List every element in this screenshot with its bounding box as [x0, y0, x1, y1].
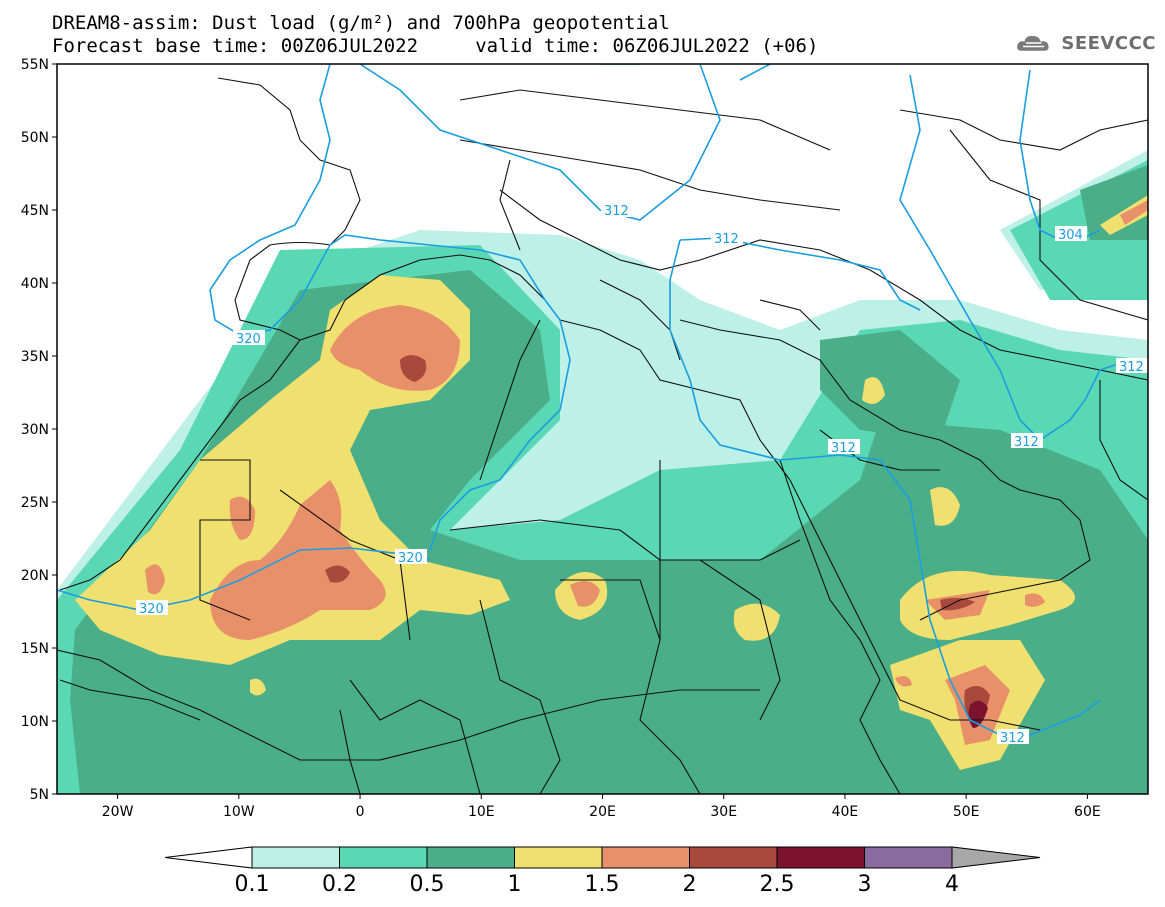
lat-label: 10N [21, 714, 49, 730]
contour-label-320: 320 [139, 602, 164, 617]
contour-label-312: 312 [1119, 360, 1144, 375]
lon-label: 60E [1074, 804, 1101, 820]
contour-label-320: 320 [398, 551, 423, 566]
lon-label: 0 [356, 804, 365, 820]
lat-label: 30N [21, 422, 49, 438]
colorbar-swatch [426, 846, 515, 869]
lat-label: 5N [30, 787, 49, 803]
colorbar-level-label: 0.5 [409, 872, 445, 897]
contour-label-320: 320 [236, 332, 261, 347]
lon-label: 40E [832, 804, 859, 820]
seevccc-logo: SEEVCCC [1016, 26, 1156, 60]
lat-label: 40N [21, 276, 49, 292]
contour-label-312: 312 [831, 441, 856, 456]
lat-label: 55N [21, 57, 49, 73]
lat-label: 45N [21, 203, 49, 219]
colorbar-level-label: 3 [857, 872, 872, 897]
colorbar [164, 846, 1041, 869]
colorbar-swatch [251, 846, 340, 869]
map-axes: 55N 50N 45N 40N 35N 30N 25N 20N 15N 10N 5N 20W 10W 0 1… [21, 57, 1101, 820]
lon-label: 20W [102, 804, 134, 820]
coastlines-borders [57, 77, 1148, 794]
dust-field-orange [145, 200, 1148, 745]
lon-label: 30E [710, 804, 737, 820]
colorbar-level-label: 0.2 [322, 872, 357, 897]
lat-label: 35N [21, 349, 49, 365]
lon-label: 50E [953, 804, 980, 820]
cloud-icon [1017, 35, 1049, 51]
colorbar-level-label: 1.5 [584, 872, 620, 897]
colorbar-level-label: 1 [507, 872, 522, 897]
colorbar-level-label: 2 [682, 872, 697, 897]
colorbar-level-label: 0.1 [234, 872, 270, 897]
colorbar-swatch [864, 846, 953, 869]
colorbar-under-triangle [164, 846, 253, 869]
colorbar-swatch [339, 846, 428, 869]
contour-labels: 320 320 320 312 312 312 312 312 312 304 [136, 202, 1148, 746]
lat-label: 20N [21, 568, 49, 584]
colorbar-over-triangle [951, 846, 1041, 869]
lon-label: 10E [468, 804, 495, 820]
contour-label-304: 304 [1058, 228, 1083, 243]
chart-title: DREAM8-assim: Dust load (g/m²) and 700hP… [52, 12, 670, 34]
contour-label-312: 312 [604, 204, 629, 219]
contour-label-312: 312 [714, 232, 739, 247]
geopotential-contours [57, 64, 1148, 736]
lat-label: 50N [21, 130, 49, 146]
contour-label-312: 312 [1000, 731, 1025, 746]
chart-subtitle-times: Forecast base time: 00Z06JUL2022 valid t… [52, 35, 819, 57]
colorbar-swatch [689, 846, 778, 869]
lat-label: 15N [21, 641, 49, 657]
lon-label: 20E [589, 804, 616, 820]
colorbar-swatch [776, 846, 865, 869]
dust-field-brown [325, 355, 990, 725]
colorbar-swatch [601, 846, 690, 869]
lat-label: 25N [21, 495, 49, 511]
contour-label-312: 312 [1014, 435, 1039, 450]
lon-label: 10W [223, 804, 255, 820]
colorbar-level-label: 2.5 [759, 872, 795, 897]
colorbar-swatch [514, 846, 603, 869]
colorbar-level-label: 4 [945, 872, 959, 897]
logo-text: SEEVCCC [1061, 32, 1156, 54]
